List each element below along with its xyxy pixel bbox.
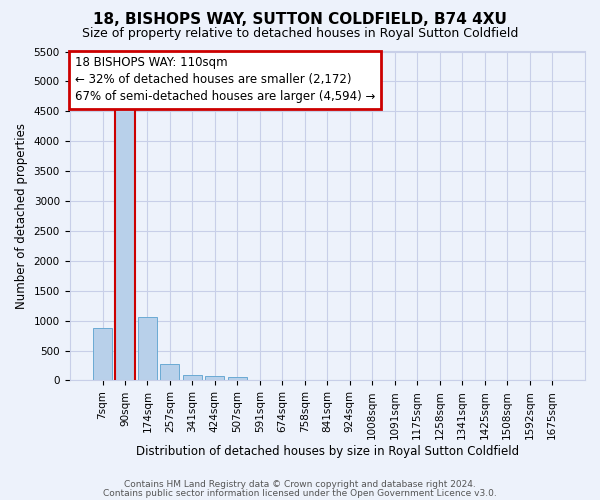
Bar [205, 376, 224, 380]
Text: 18, BISHOPS WAY, SUTTON COLDFIELD, B74 4XU: 18, BISHOPS WAY, SUTTON COLDFIELD, B74 4… [93, 12, 507, 28]
Text: Contains HM Land Registry data © Crown copyright and database right 2024.: Contains HM Land Registry data © Crown c… [124, 480, 476, 489]
Bar [228, 377, 247, 380]
X-axis label: Distribution of detached houses by size in Royal Sutton Coldfield: Distribution of detached houses by size … [136, 444, 519, 458]
Bar [93, 328, 112, 380]
Text: 18 BISHOPS WAY: 110sqm
← 32% of detached houses are smaller (2,172)
67% of semi-: 18 BISHOPS WAY: 110sqm ← 32% of detached… [74, 56, 375, 104]
Bar [115, 108, 134, 380]
Text: Contains public sector information licensed under the Open Government Licence v3: Contains public sector information licen… [103, 488, 497, 498]
Y-axis label: Number of detached properties: Number of detached properties [15, 123, 28, 309]
Bar [160, 364, 179, 380]
Text: Size of property relative to detached houses in Royal Sutton Coldfield: Size of property relative to detached ho… [82, 28, 518, 40]
Bar [183, 375, 202, 380]
Bar [138, 317, 157, 380]
